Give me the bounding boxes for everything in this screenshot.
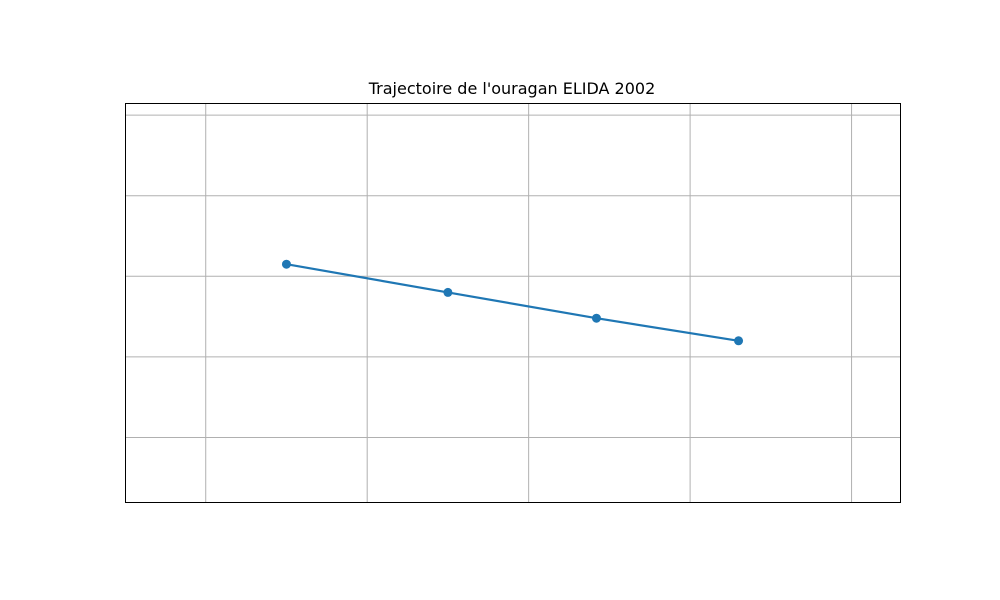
data-point-0-0 (281, 259, 291, 269)
data-point-0-2 (591, 313, 601, 323)
data-point-0-3 (734, 336, 744, 346)
chart-title: Trajectoire de l'ouragan ELIDA 2002 (368, 79, 656, 98)
data-point-0-1 (443, 287, 453, 297)
series-group (281, 259, 744, 346)
series-line-0 (286, 263, 739, 342)
plot-frame (125, 103, 901, 503)
grid-lines (125, 103, 900, 502)
